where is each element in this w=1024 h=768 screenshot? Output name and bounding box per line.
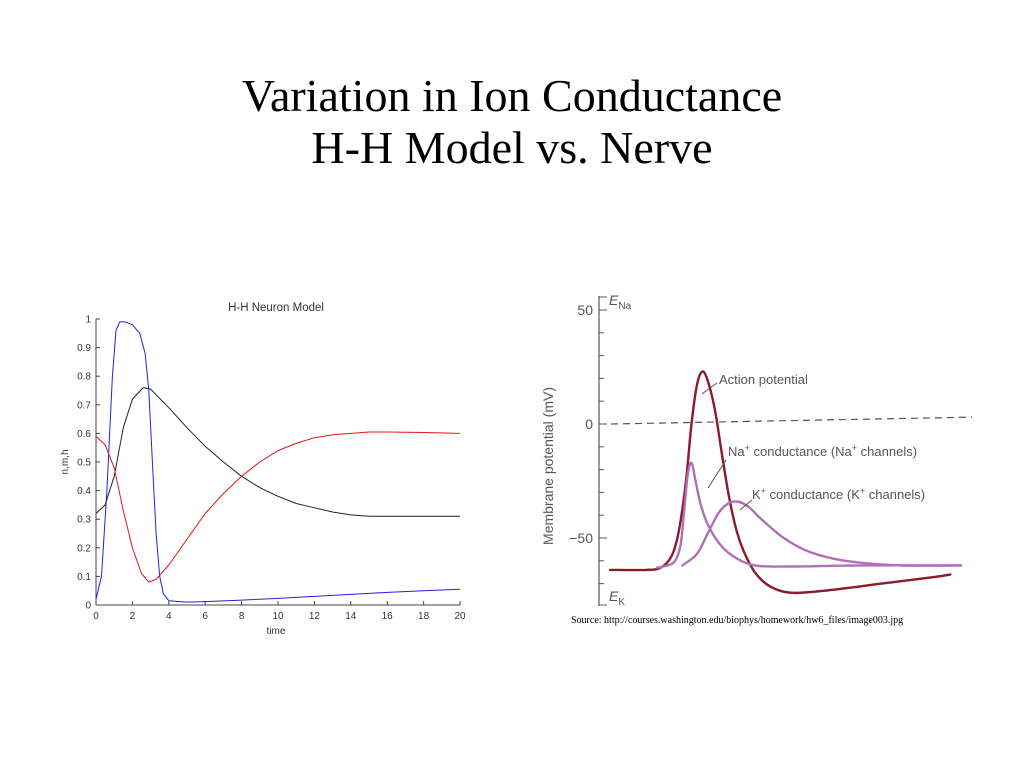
title-line-1: Variation in Ion Conductance xyxy=(241,70,783,121)
k-conductance-label: K+ conductance (K+ channels) xyxy=(752,486,925,502)
hh-x-tick-label: 10 xyxy=(272,611,284,622)
na-conductance-label: Na+ conductance (Na+ channels) xyxy=(728,443,917,459)
nerve-annotations: Action potential Na+ conductance (Na+ ch… xyxy=(701,372,925,511)
action-potential-label: Action potential xyxy=(719,372,808,387)
hh-y-tick-label: 0.3 xyxy=(77,515,91,526)
hh-series-black-line xyxy=(95,387,460,517)
k-conductance-line xyxy=(681,500,963,567)
action-potential-line xyxy=(608,370,952,595)
nerve-y-tick-label: −50 xyxy=(569,530,593,546)
nerve-axes xyxy=(598,296,973,606)
nerve-y-tick-label: 50 xyxy=(577,302,593,318)
threshold-dashed-line xyxy=(610,416,973,425)
hh-x-tick-label: 12 xyxy=(309,611,321,622)
nerve-y-tick-label: 0 xyxy=(585,416,593,432)
hh-series-red-line xyxy=(95,431,461,583)
title-line-2: H-H Model vs. Nerve xyxy=(311,122,713,173)
hh-chart-title: H-H Neuron Model xyxy=(228,302,324,314)
hh-x-tick-label: 18 xyxy=(418,611,430,622)
hh-x-tick-label: 16 xyxy=(382,611,394,622)
hh-x-axis-label: time xyxy=(267,626,286,637)
k-conductance-pointer xyxy=(739,499,753,511)
hh-y-tick-label: 0.1 xyxy=(77,572,91,583)
na-conductance-pointer xyxy=(707,459,727,489)
hh-y-axis-label: n,m,h xyxy=(60,449,71,474)
hh-y-tick-label: 0.6 xyxy=(77,429,91,440)
hh-y-tick-label: 0.5 xyxy=(77,458,91,469)
hh-x-tick-label: 6 xyxy=(202,611,208,622)
hh-y-tick-label: 0.2 xyxy=(77,543,91,554)
hh-series-blue-line xyxy=(95,321,461,603)
hh-y-tick-label: 0.4 xyxy=(77,486,91,497)
hh-y-tick-label: 0.7 xyxy=(77,400,91,411)
hh-x-tick-label: 2 xyxy=(130,611,136,622)
hh-y-tick-label: 0.9 xyxy=(77,343,91,354)
hh-y-tick-label: 0 xyxy=(85,601,91,612)
hh-x-tick-label: 4 xyxy=(166,611,172,622)
hh-x-tick-label: 0 xyxy=(93,611,99,622)
e-na-label: ENa xyxy=(609,292,632,312)
source-citation: Source: http://courses.washington.edu/bi… xyxy=(571,615,903,626)
e-k-label: EK xyxy=(609,588,625,608)
nerve-y-axis-label: Membrane potential (mV) xyxy=(540,387,556,545)
hh-x-tick-label: 14 xyxy=(345,611,357,622)
hh-x-tick-label: 8 xyxy=(239,611,245,622)
slide-title: Variation in Ion Conductance H-H Model v… xyxy=(0,70,1024,174)
na-conductance-line xyxy=(655,461,963,569)
nerve-series xyxy=(608,370,963,595)
nerve-ticks: 50 0 −50 xyxy=(569,296,607,606)
hh-series xyxy=(95,321,461,603)
hh-ticks: 0 2 4 6 8 10 12 14 16 18 20 0 0.1 0.2 0.3 0.4 0.5 0.6 0.7 0… xyxy=(77,315,466,623)
hh-x-tick-label: 20 xyxy=(454,611,466,622)
action-potential-pointer xyxy=(701,382,718,395)
hh-y-tick-label: 1 xyxy=(85,315,91,326)
hh-y-tick-label: 0.8 xyxy=(77,372,91,383)
